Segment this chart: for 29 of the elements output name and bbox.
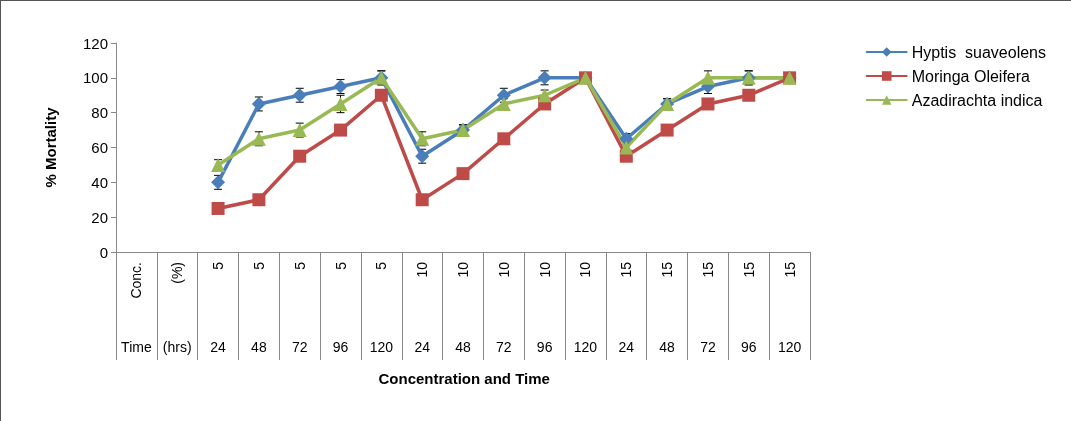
category-label: 72 15 [699,262,716,355]
category-label: (hrs) (%) [162,262,192,355]
category-label: 120 10 [573,262,598,355]
category-label: 120 5 [369,262,394,355]
y-tick-label: 80 [91,104,108,122]
y-tick-label: 0 [99,243,108,261]
category-label: 24 15 [618,262,635,355]
category-label: 48 15 [659,262,676,355]
y-tick-label: 60 [91,139,108,156]
y-tick-label: 120 [82,34,108,52]
category-label: 72 10 [495,262,512,355]
category-label: 96 15 [740,262,757,355]
category-label: Time Conc. [121,262,152,355]
text: Concentration and Time [378,370,550,387]
category-label: 24 10 [414,262,431,355]
category-label: 96 5 [332,262,349,355]
category-label: 24 5 [210,262,227,355]
y-tick-label: 20 [91,208,108,226]
legend-label: Azadirachta indica [911,91,1043,109]
category-label: 96 10 [536,262,553,355]
y-tick-label: 40 [91,173,108,191]
category-label: 48 10 [455,262,471,355]
legend-label: Hyptis suaveolens [911,43,1047,61]
y-tick-label: 100 [82,69,108,87]
category-label: 48 5 [250,262,267,355]
y-axis-title: % Mortality [42,106,59,188]
category-label: 72 5 [291,262,308,355]
legend-label: Moringa Oleifera [911,67,1031,85]
category-label: 120 15 [777,262,802,355]
